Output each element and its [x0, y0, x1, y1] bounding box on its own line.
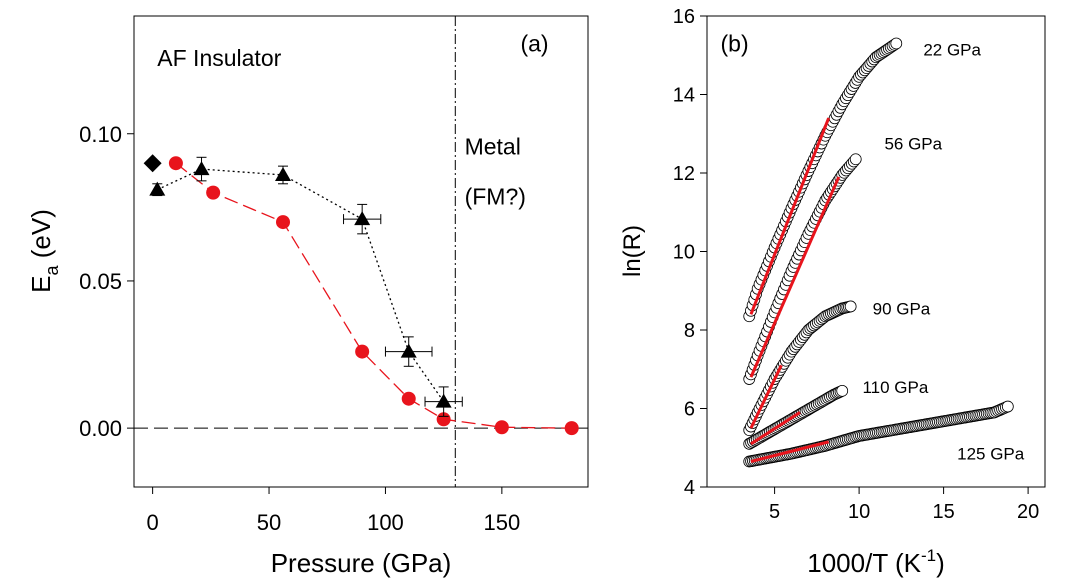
- panel-b-series-label: 22 GPa: [923, 40, 981, 59]
- panel-a-annotations: AF Insulator Metal (FM?) (a): [157, 30, 548, 209]
- panel-b-x-axis-label-main: 1000/T (K: [807, 548, 921, 578]
- panel-a-frame: [133, 15, 589, 488]
- panel-a-circle-point: [276, 215, 291, 230]
- panel-a-annotation: Metal: [465, 133, 521, 159]
- panel-b-x-axis-label-superscript: -1: [921, 546, 936, 565]
- panel-b-fit-line: [749, 117, 831, 315]
- panel-a-reference-lines: [134, 16, 588, 487]
- panel-b-annotation: (b): [721, 30, 749, 56]
- panel-a-annotation: (FM?): [465, 183, 526, 209]
- panel-b-x-tick-label: 5: [769, 501, 780, 523]
- panel-b-y-tick-label: 14: [673, 85, 695, 107]
- panel-b-series-125-gpa: 125 GPa: [743, 400, 1025, 468]
- panel-a-triangle-point: [400, 343, 417, 358]
- panel-a-triangle-point: [193, 161, 210, 176]
- panel-b-open-circle-point: [1001, 400, 1014, 413]
- panel-a-x-tick-label: 0: [147, 510, 159, 535]
- panel-b-y-tick-label: 8: [684, 320, 695, 342]
- panel-a-triangle-point: [435, 393, 452, 408]
- panel-a-diamond-point: [143, 154, 162, 173]
- panel-a-y-axis-label-main: E: [26, 276, 56, 293]
- panel-b-open-circle-point: [836, 384, 849, 397]
- panel-b-y-tick-label: 6: [684, 399, 695, 421]
- panel-b-annotations: (b): [721, 30, 749, 56]
- panel-b-x-tick-label: 15: [932, 501, 954, 523]
- panel-a-y-axis-label-unit: (eV): [26, 209, 56, 265]
- panel-a-y-tick-label: 0.10: [79, 122, 122, 147]
- panel-b-y-tick-label: 16: [673, 6, 695, 28]
- panel-b-series-label: 125 GPa: [957, 445, 1025, 464]
- panel-a-y-axis-label: Ea (eV): [26, 209, 62, 293]
- panel-b-open-circle-point: [849, 153, 862, 166]
- panel-b-series-label: 56 GPa: [884, 134, 942, 153]
- panel-a-x-ticks: 0 50 100 150: [147, 487, 520, 535]
- panel-a-triangle-point: [354, 211, 371, 226]
- panel-b-open-circle-point: [890, 37, 903, 50]
- panel-b-x-axis-label-end: ): [936, 548, 945, 578]
- panel-a-series: [143, 154, 579, 436]
- panel-a-y-tick-label: 0.05: [79, 269, 122, 294]
- panel-b-fit-line: [750, 411, 801, 446]
- panel-a-x-tick-label: 50: [257, 510, 281, 535]
- panel-a-circle-point: [564, 421, 579, 436]
- panel-a-circle-point: [494, 420, 509, 435]
- panel-b-series-label: 90 GPa: [873, 299, 931, 318]
- panel-b-x-tick-label: 10: [848, 501, 870, 523]
- panel-a-circle-point: [355, 344, 370, 359]
- panel-b-fit-line: [749, 364, 783, 429]
- panel-a-annotation: (a): [520, 30, 548, 56]
- panel-b-series-90-gpa: 90 GPa: [743, 299, 931, 436]
- panel-a-circle-point: [436, 412, 451, 427]
- panel-b-x-tick-label: 20: [1017, 501, 1039, 523]
- panel-b-fit-line: [750, 440, 830, 463]
- panel-a-y-axis-label-subscript: a: [42, 265, 62, 276]
- panel-b-open-circle-point: [844, 300, 857, 313]
- panel-a-triangle-point: [275, 166, 292, 181]
- panel-a-x-axis-label: Pressure (GPa): [271, 548, 452, 578]
- panel-a-circle-point: [168, 156, 183, 171]
- panel-a-series-line: [175, 162, 572, 429]
- panel-a-circle-point: [206, 185, 221, 200]
- panel-a-y-ticks: 0.00 0.05 0.10: [79, 122, 134, 441]
- panel-b-plot: 22 GPa 56 GPa 90 GPa 110 GPa 125 GPa 5 10 15 20…: [619, 6, 1046, 578]
- panel-a-circle-point: [401, 391, 416, 406]
- panel-a-y-tick-label: 0.00: [79, 416, 122, 441]
- panel-b-y-tick-label: 12: [673, 163, 695, 185]
- panel-b-series-22-gpa: 22 GPa: [743, 37, 982, 323]
- panel-b-series: 22 GPa 56 GPa 90 GPa 110 GPa 125 GPa: [743, 37, 1025, 468]
- panel-b-y-ticks: 4 6 8 10 12 14 16: [673, 6, 707, 499]
- panel-b-x-axis-label: 1000/T (K-1): [807, 546, 945, 578]
- panel-a-annotation: AF Insulator: [157, 45, 281, 71]
- panel-a-x-tick-label: 100: [367, 510, 404, 535]
- panel-a-triangle-point: [149, 181, 166, 196]
- panel-a-x-tick-label: 150: [483, 510, 520, 535]
- panel-b-y-tick-label: 4: [684, 477, 695, 499]
- panel-b-series-110-gpa: 110 GPa: [743, 378, 929, 450]
- panel-b-y-tick-label: 10: [673, 242, 695, 264]
- panel-b-y-axis-label: ln(R): [619, 225, 646, 277]
- panel-a-plot: 0 50 100 150 0.00 0.05 0.10 AF Insulator Metal…: [26, 15, 589, 578]
- panel-b-series-label: 110 GPa: [862, 378, 928, 397]
- panel-b-series-56-gpa: 56 GPa: [743, 134, 943, 385]
- panel-b-x-ticks: 5 10 15 20: [769, 487, 1039, 523]
- panel-b-fit-line: [749, 176, 841, 378]
- panel-a-series-line: [157, 168, 445, 403]
